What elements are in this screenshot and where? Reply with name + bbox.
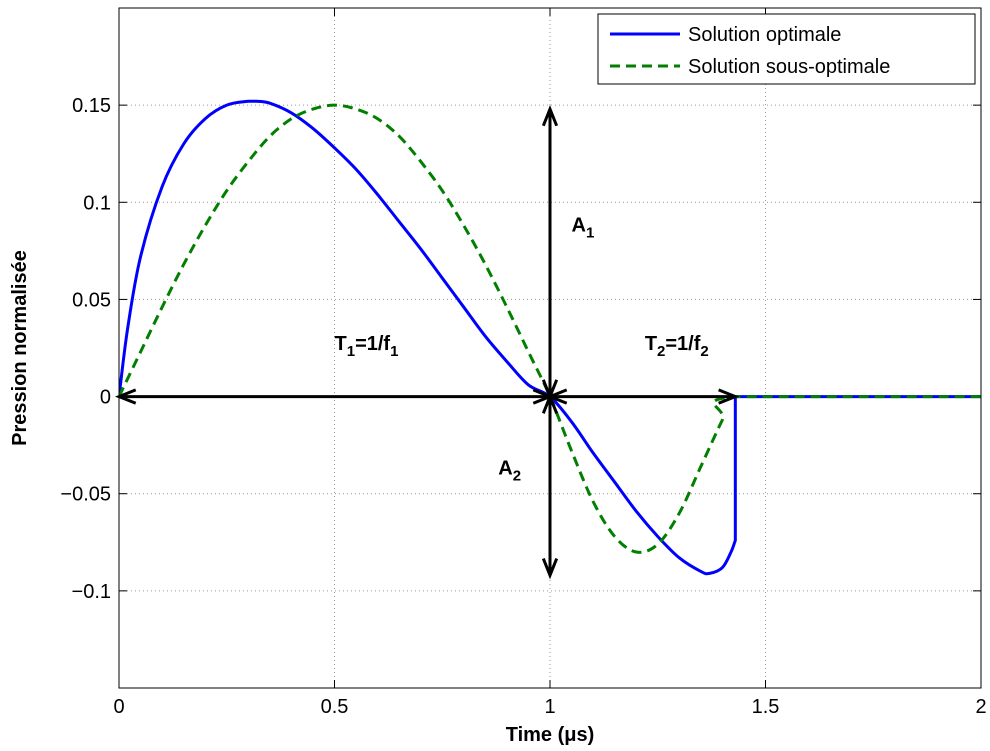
series-line-sous-optimale (119, 103, 981, 554)
annotation-t2: T2=1/f2 (645, 333, 709, 360)
x-tick-label: 1 (544, 696, 555, 718)
series-lines (119, 99, 981, 576)
annotation-arrows (114, 104, 740, 580)
x-axis-label: Time (μs) (506, 724, 595, 746)
arrowhead (718, 388, 740, 405)
annotation-a2: A2 (498, 457, 521, 484)
plot-frame (118, 7, 982, 689)
y-tick-labels: −0.1 −0.05 0 0.05 0.1 0.15 (60, 95, 111, 603)
arrowhead (541, 558, 559, 580)
legend-label-optimale: Solution optimale (688, 24, 841, 46)
y-tick-label: 0.05 (72, 289, 111, 311)
x-tick-label: 1.5 (752, 696, 780, 718)
x-tick-label: 0 (113, 696, 124, 718)
y-tick-label: 0 (100, 387, 111, 409)
legend-label-sous-optimale: Solution sous-optimale (688, 56, 890, 78)
y-tick-label: 0.15 (72, 95, 111, 117)
arrowhead (541, 104, 559, 127)
annotation-a1: A1 (572, 214, 595, 241)
y-axis-label: Pression normalisée (9, 250, 31, 446)
y-tick-label: 0.1 (83, 192, 111, 214)
x-tick-label: 0.5 (321, 696, 349, 718)
y-tick-label: −0.05 (60, 484, 111, 506)
x-tick-label: 2 (975, 696, 986, 718)
series-line-optimale (119, 99, 981, 576)
arrowhead (541, 392, 559, 414)
legend: Solution optimale Solution sous-optimale (597, 13, 976, 85)
annotation-t1: T1=1/f1 (335, 333, 399, 360)
x-tick-labels: 0 0.5 1 1.5 2 (113, 696, 986, 718)
legend-box (597, 13, 976, 85)
y-tick-label: −0.1 (72, 581, 111, 603)
